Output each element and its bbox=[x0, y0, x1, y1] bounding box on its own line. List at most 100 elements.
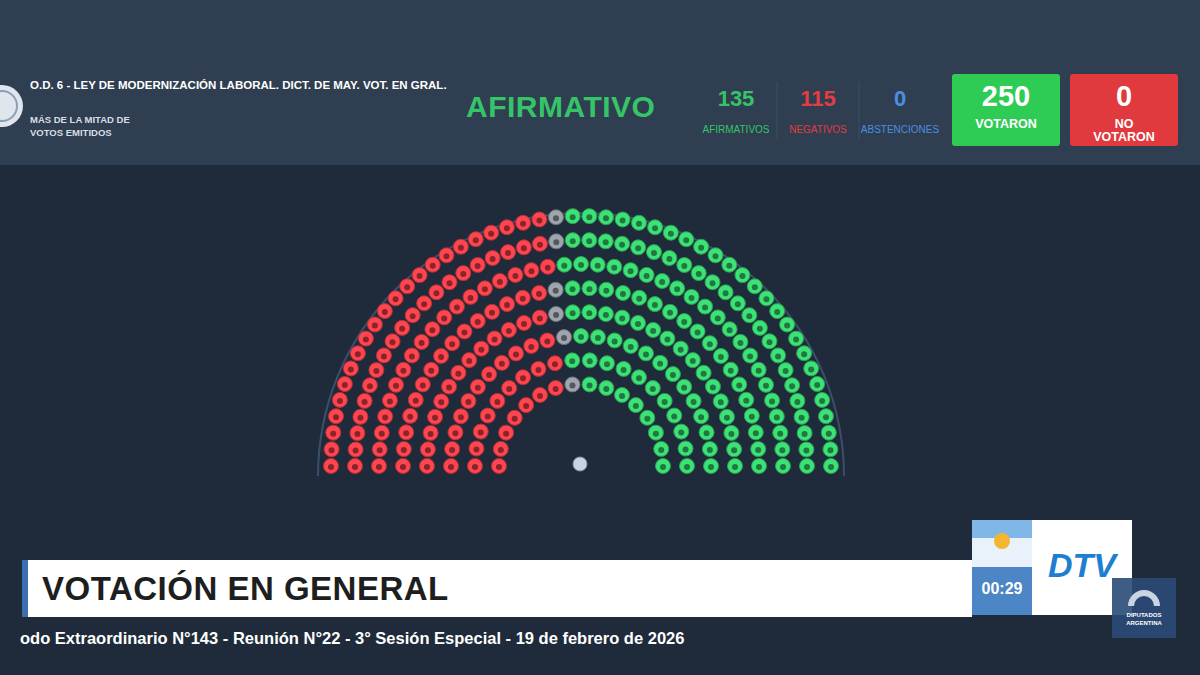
seat-icon bbox=[678, 430, 684, 436]
flag-sun bbox=[994, 533, 1010, 549]
seat bbox=[350, 346, 365, 361]
header-bg bbox=[0, 0, 1200, 165]
seat bbox=[744, 408, 759, 423]
seat-dot bbox=[477, 281, 492, 296]
seat-icon bbox=[537, 242, 543, 248]
seat-dot bbox=[607, 333, 622, 348]
logo-box bbox=[1112, 578, 1176, 638]
seat bbox=[599, 381, 614, 396]
seat bbox=[679, 232, 694, 247]
seat bbox=[789, 331, 804, 346]
seat-dot bbox=[532, 236, 547, 251]
seat-icon bbox=[674, 286, 680, 292]
seat-dot bbox=[453, 409, 468, 424]
seat bbox=[462, 353, 477, 368]
seat-dot bbox=[616, 361, 631, 376]
seat-icon bbox=[528, 344, 534, 350]
seat-icon bbox=[755, 447, 761, 453]
seat-icon bbox=[537, 316, 543, 322]
seat bbox=[655, 274, 670, 289]
seat-dot bbox=[758, 377, 773, 392]
seat-dot bbox=[647, 297, 662, 312]
seat bbox=[515, 290, 530, 305]
seat bbox=[677, 314, 692, 329]
seat-icon bbox=[449, 447, 455, 453]
vote-rule: MÁS DE LA MITAD DE VOTOS EMITIDOS bbox=[30, 113, 152, 139]
seat bbox=[771, 348, 786, 363]
seat-icon bbox=[603, 312, 609, 318]
seat-dot bbox=[599, 210, 614, 225]
seat-icon bbox=[328, 464, 334, 470]
seat-icon bbox=[644, 416, 650, 422]
seat bbox=[722, 322, 737, 337]
seat-icon bbox=[429, 327, 435, 333]
seat-icon bbox=[329, 447, 335, 453]
seat-dot bbox=[679, 232, 694, 247]
seat-icon bbox=[504, 225, 510, 231]
seat bbox=[598, 307, 613, 322]
seat bbox=[372, 459, 387, 474]
seat bbox=[490, 393, 505, 408]
seat bbox=[516, 215, 531, 230]
seat bbox=[646, 322, 661, 337]
seat-icon bbox=[668, 231, 674, 237]
seat bbox=[461, 394, 476, 409]
seat-dot bbox=[532, 212, 547, 227]
seat-icon bbox=[441, 315, 447, 321]
seat bbox=[824, 459, 839, 474]
seat-dot bbox=[790, 393, 805, 408]
seat-icon bbox=[553, 215, 559, 221]
seat-icon bbox=[611, 265, 617, 271]
seat-icon bbox=[659, 279, 665, 285]
seat-dot bbox=[531, 361, 546, 376]
seat bbox=[797, 426, 812, 441]
seat bbox=[599, 210, 614, 225]
seat-dot bbox=[425, 322, 440, 337]
seat-dot bbox=[607, 259, 622, 274]
seat bbox=[631, 215, 646, 230]
seat-dot bbox=[722, 322, 737, 337]
seat-icon bbox=[458, 414, 464, 420]
seat-dot bbox=[698, 299, 713, 314]
seat bbox=[759, 291, 774, 306]
seat-icon bbox=[460, 271, 466, 277]
seat bbox=[607, 259, 622, 274]
seat bbox=[648, 425, 663, 440]
seat bbox=[494, 355, 509, 370]
seat-icon bbox=[552, 361, 558, 367]
seat bbox=[607, 333, 622, 348]
seat-dot bbox=[540, 259, 555, 274]
seat-dot bbox=[548, 210, 563, 225]
seat bbox=[531, 361, 546, 376]
seat bbox=[654, 441, 669, 456]
seat bbox=[590, 330, 605, 345]
seat-dot bbox=[424, 362, 439, 377]
seat-icon bbox=[399, 326, 405, 332]
seat-dot bbox=[350, 426, 365, 441]
seat-icon bbox=[452, 430, 458, 436]
seat-dot bbox=[752, 459, 767, 474]
seat-dot bbox=[565, 209, 580, 224]
seat-icon bbox=[666, 256, 672, 262]
seat-icon bbox=[428, 431, 434, 437]
seat bbox=[790, 393, 805, 408]
seat-dot bbox=[677, 258, 692, 273]
seat-dot bbox=[439, 248, 454, 263]
seat bbox=[732, 377, 747, 392]
seat bbox=[449, 299, 464, 314]
seat-icon bbox=[433, 290, 439, 296]
seat-icon bbox=[701, 371, 707, 377]
seat bbox=[428, 409, 443, 424]
seat-dot bbox=[408, 392, 423, 407]
seat-icon bbox=[425, 447, 431, 453]
seat bbox=[453, 409, 468, 424]
seat-dot bbox=[677, 379, 692, 394]
seat-dot bbox=[442, 379, 457, 394]
seat-icon bbox=[376, 464, 382, 470]
flag-box bbox=[972, 520, 1032, 615]
seat bbox=[501, 245, 516, 260]
seat bbox=[477, 281, 492, 296]
seat-icon bbox=[466, 358, 472, 364]
seat-dot bbox=[628, 398, 643, 413]
seat-dot bbox=[516, 215, 531, 230]
